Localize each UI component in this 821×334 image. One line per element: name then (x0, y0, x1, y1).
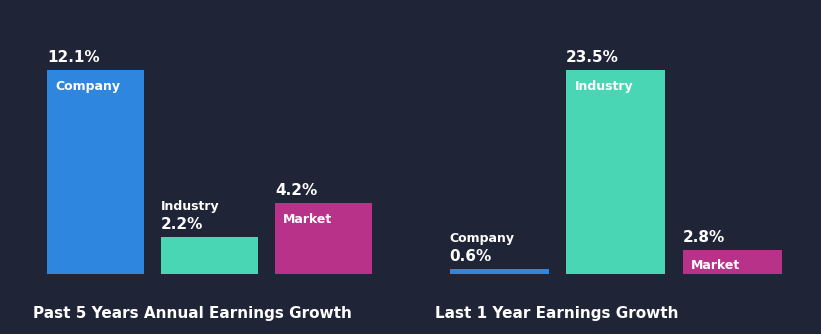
Text: 23.5%: 23.5% (566, 50, 619, 65)
Text: 4.2%: 4.2% (275, 183, 317, 198)
Bar (47, 70, 144, 274)
Text: Industry: Industry (161, 200, 219, 213)
Bar (566, 70, 665, 274)
Text: Market: Market (282, 213, 332, 226)
Bar (450, 269, 548, 274)
Text: Past 5 Years Annual Earnings Growth: Past 5 Years Annual Earnings Growth (33, 306, 351, 321)
Text: Industry: Industry (575, 80, 633, 93)
Bar (275, 203, 372, 274)
Text: Market: Market (691, 259, 741, 272)
Bar (683, 249, 782, 274)
Text: 2.2%: 2.2% (161, 217, 204, 232)
Text: 0.6%: 0.6% (450, 249, 492, 264)
Text: Company: Company (450, 231, 515, 244)
Text: Last 1 Year Earnings Growth: Last 1 Year Earnings Growth (435, 306, 679, 321)
Text: 2.8%: 2.8% (683, 230, 725, 245)
Text: 12.1%: 12.1% (47, 50, 99, 65)
Bar (161, 237, 258, 274)
Text: Company: Company (55, 80, 120, 93)
